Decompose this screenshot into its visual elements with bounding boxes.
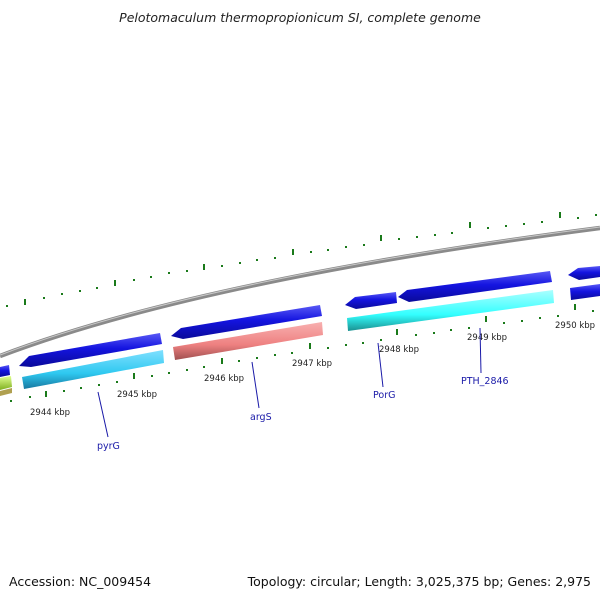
tick-label-2947: 2947 kbp — [292, 359, 332, 369]
genome-backbone-highlight — [0, 226, 600, 356]
gene-blue-small[interactable] — [570, 284, 600, 300]
tick-label-2950: 2950 kbp — [555, 321, 595, 331]
upper-tick-band — [6, 212, 597, 307]
map-title: Pelotomaculum thermopropionicum SI, comp… — [119, 10, 481, 25]
topology-text: Topology: circular; Length: 3,025,375 bp… — [247, 574, 591, 589]
tick-label-2946: 2946 kbp — [204, 374, 244, 384]
gene-label-lines — [97, 327, 482, 438]
cds-forward[interactable] — [19, 333, 162, 367]
tick-label-2944: 2944 kbp — [30, 408, 70, 418]
gene-label-PTH_2846[interactable]: PTH_2846 — [461, 376, 509, 387]
reverse-cds-track — [0, 284, 600, 396]
cds-forward[interactable] — [398, 271, 552, 302]
tick-label-2949: 2949 kbp — [467, 333, 507, 343]
gene-salmon[interactable] — [173, 322, 323, 360]
gene-label-argS[interactable]: argS — [250, 412, 272, 423]
gene-olive[interactable] — [0, 388, 12, 396]
lower-tick-band — [10, 304, 594, 402]
cds-forward[interactable] — [0, 365, 10, 377]
cds-forward[interactable] — [171, 305, 322, 339]
gene-yellow-green[interactable] — [0, 376, 12, 390]
accession-text: Accession: NC_009454 — [9, 574, 152, 589]
gene-light-blue[interactable] — [22, 350, 164, 389]
cds-forward[interactable] — [345, 292, 397, 309]
gene-cyan[interactable] — [347, 290, 554, 331]
gene-label-pyrG[interactable]: pyrG — [97, 441, 120, 452]
forward-cds-track — [0, 266, 600, 377]
cds-forward[interactable] — [568, 266, 600, 280]
genome-backbone — [0, 225, 600, 359]
tick-label-2948: 2948 kbp — [379, 345, 419, 355]
gene-label-PorG[interactable]: PorG — [373, 390, 395, 401]
tick-label-2945: 2945 kbp — [117, 390, 157, 400]
